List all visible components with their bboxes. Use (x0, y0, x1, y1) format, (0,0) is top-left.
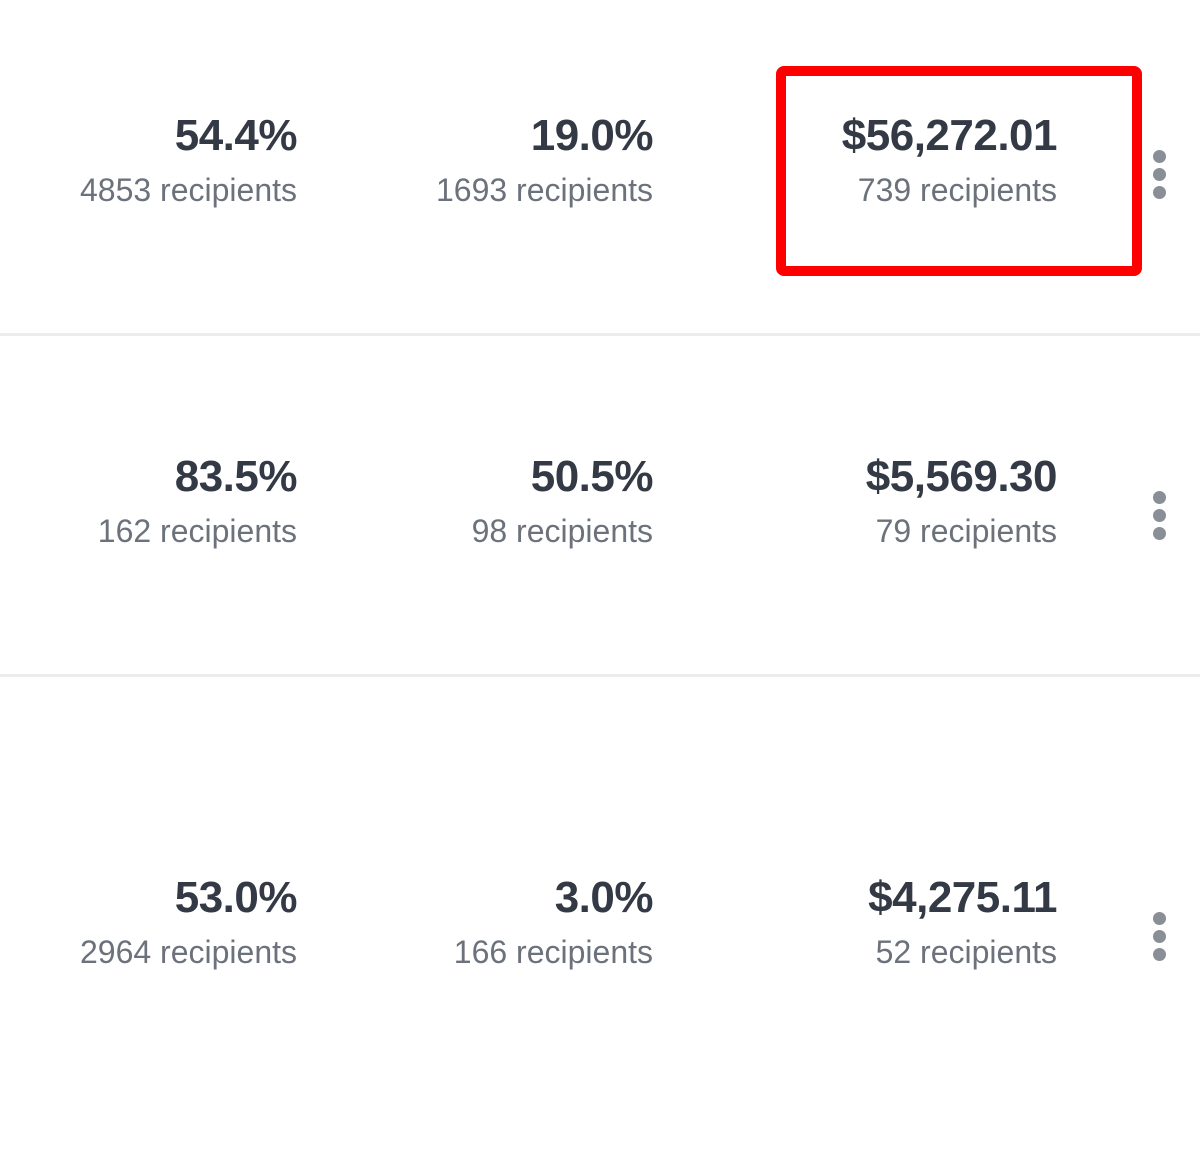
stat-value: $5,569.30 (865, 452, 1058, 501)
highlight-box (776, 66, 1142, 276)
stat-value: 53.0% (174, 873, 298, 922)
stat-recipients: 4853 recipients (79, 172, 297, 208)
stat-recipients: 79 recipients (875, 513, 1057, 549)
stat-cell: 83.5% 162 recipients (97, 451, 298, 551)
stat-value: 50.5% (530, 452, 654, 501)
stat-value: $56,272.01 (841, 111, 1058, 160)
stat-cell: $5,569.30 79 recipients (865, 451, 1058, 551)
stat-cell: $56,272.01 739 recipients (841, 110, 1058, 210)
more-menu[interactable] (1153, 912, 1169, 966)
stat-cell: 50.5% 98 recipients (471, 451, 654, 551)
stat-cell: 54.4% 4853 recipients (79, 110, 298, 210)
separator (0, 674, 1200, 677)
stat-value: 3.0% (554, 873, 654, 922)
stat-recipients: 98 recipients (471, 513, 653, 549)
more-menu[interactable] (1153, 491, 1169, 545)
stat-value: 19.0% (530, 111, 654, 160)
stat-recipients: 52 recipients (875, 934, 1057, 970)
stat-cell: 3.0% 166 recipients (453, 872, 654, 972)
stat-recipients: 166 recipients (453, 934, 653, 970)
stat-recipients: 1693 recipients (435, 172, 653, 208)
stat-recipients: 739 recipients (857, 172, 1057, 208)
stat-cell: 19.0% 1693 recipients (435, 110, 654, 210)
stat-recipients: 2964 recipients (79, 934, 297, 970)
stat-value: $4,275.11 (868, 873, 1057, 922)
stat-value: 83.5% (174, 452, 298, 501)
separator (0, 333, 1200, 336)
more-menu[interactable] (1153, 150, 1169, 204)
stat-cell: 53.0% 2964 recipients (79, 872, 298, 972)
stat-recipients: 162 recipients (97, 513, 297, 549)
stat-cell: $4,275.11 52 recipients (868, 872, 1057, 972)
stat-value: 54.4% (174, 111, 298, 160)
